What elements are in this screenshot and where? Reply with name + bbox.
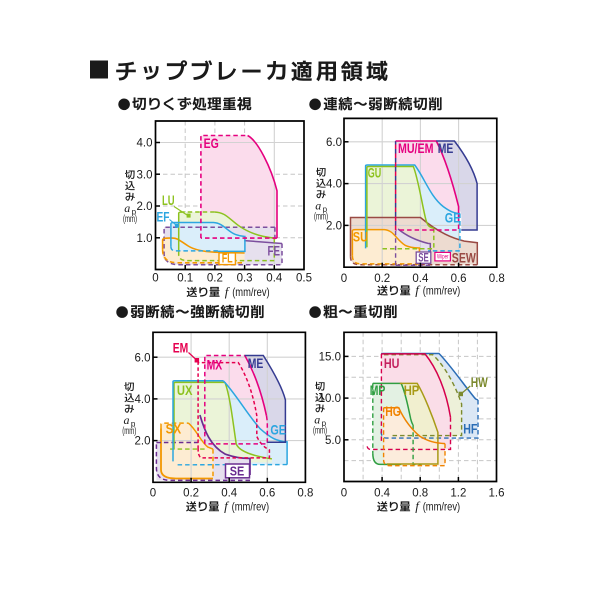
svg-text:p: p bbox=[323, 205, 328, 214]
svg-text:ME: ME bbox=[248, 355, 264, 371]
svg-text:0.8: 0.8 bbox=[297, 488, 313, 500]
svg-text:p: p bbox=[131, 419, 136, 428]
svg-text:2.0: 2.0 bbox=[137, 201, 153, 213]
svg-text:MP: MP bbox=[370, 382, 386, 398]
svg-text:FE: FE bbox=[268, 242, 281, 258]
svg-text:HW: HW bbox=[471, 374, 489, 390]
svg-text:(mm/rev): (mm/rev) bbox=[232, 285, 270, 299]
svg-text:0.6: 0.6 bbox=[259, 488, 275, 500]
svg-text:4.0: 4.0 bbox=[326, 179, 342, 191]
svg-text:SE: SE bbox=[418, 250, 429, 264]
svg-text:0: 0 bbox=[341, 273, 347, 285]
svg-text:SX: SX bbox=[166, 420, 182, 436]
svg-text:SEW: SEW bbox=[452, 249, 477, 265]
svg-text:(mm): (mm) bbox=[314, 211, 328, 222]
svg-text:f: f bbox=[224, 499, 230, 514]
svg-text:0.1: 0.1 bbox=[177, 273, 193, 285]
svg-text:0.2: 0.2 bbox=[207, 273, 223, 285]
svg-text:EF: EF bbox=[157, 210, 170, 225]
svg-text:a: a bbox=[315, 198, 321, 212]
svg-text:Wiper: Wiper bbox=[437, 254, 449, 261]
svg-text:(mm): (mm) bbox=[313, 425, 327, 436]
svg-text:GE: GE bbox=[445, 209, 461, 225]
svg-text:0.2: 0.2 bbox=[183, 488, 199, 500]
svg-text:GU: GU bbox=[368, 166, 382, 181]
svg-text:0.4: 0.4 bbox=[221, 488, 238, 500]
svg-text:LU: LU bbox=[162, 193, 175, 208]
svg-text:1.6: 1.6 bbox=[489, 488, 505, 500]
svg-text:SU: SU bbox=[353, 230, 368, 245]
svg-text:f: f bbox=[415, 499, 421, 514]
svg-text:HG: HG bbox=[385, 403, 401, 419]
svg-text:0.4: 0.4 bbox=[412, 273, 429, 285]
svg-text:f: f bbox=[415, 283, 421, 298]
svg-text:(mm): (mm) bbox=[123, 214, 137, 225]
svg-text:0.5: 0.5 bbox=[296, 273, 312, 285]
svg-text:p: p bbox=[322, 419, 327, 428]
svg-text:p: p bbox=[132, 207, 137, 216]
svg-text:a: a bbox=[124, 201, 130, 215]
svg-text:0.4: 0.4 bbox=[374, 488, 391, 500]
svg-text:EG: EG bbox=[204, 135, 219, 151]
svg-text:HP: HP bbox=[404, 382, 420, 398]
svg-text:0.2: 0.2 bbox=[374, 273, 390, 285]
svg-text:FL: FL bbox=[222, 252, 233, 266]
svg-text:0: 0 bbox=[152, 273, 158, 285]
svg-text:2.0: 2.0 bbox=[135, 436, 151, 448]
svg-text:SE: SE bbox=[230, 464, 245, 479]
svg-text:HU: HU bbox=[384, 355, 400, 371]
svg-text:0.3: 0.3 bbox=[237, 273, 253, 285]
svg-text:6.0: 6.0 bbox=[135, 352, 151, 364]
svg-text:(mm): (mm) bbox=[122, 426, 136, 437]
svg-text:UX: UX bbox=[177, 382, 193, 398]
svg-text:MU/EM: MU/EM bbox=[398, 140, 434, 156]
svg-text:(mm/rev): (mm/rev) bbox=[232, 500, 270, 514]
svg-text:0: 0 bbox=[150, 488, 156, 500]
svg-text:4.0: 4.0 bbox=[135, 394, 151, 406]
svg-text:ME: ME bbox=[438, 140, 454, 156]
svg-text:1.0: 1.0 bbox=[137, 233, 153, 245]
svg-text:HF: HF bbox=[463, 420, 478, 436]
svg-text:2.0: 2.0 bbox=[326, 221, 342, 233]
svg-text:f: f bbox=[225, 284, 231, 299]
svg-text:MX: MX bbox=[207, 356, 223, 372]
svg-text:5.0: 5.0 bbox=[325, 435, 341, 447]
svg-text:0.4: 0.4 bbox=[266, 273, 283, 285]
svg-text:15.0: 15.0 bbox=[319, 352, 341, 364]
svg-text:(mm/rev): (mm/rev) bbox=[423, 284, 461, 298]
svg-text:a: a bbox=[124, 413, 130, 427]
svg-text:3.0: 3.0 bbox=[137, 169, 153, 181]
svg-text:0.8: 0.8 bbox=[489, 273, 505, 285]
svg-text:0.6: 0.6 bbox=[451, 273, 467, 285]
svg-text:1.2: 1.2 bbox=[450, 488, 466, 500]
svg-text:4.0: 4.0 bbox=[137, 138, 153, 150]
svg-text:EM: EM bbox=[173, 341, 189, 356]
svg-text:GE: GE bbox=[270, 422, 286, 438]
svg-text:6.0: 6.0 bbox=[326, 137, 342, 149]
svg-text:(mm/rev): (mm/rev) bbox=[423, 500, 461, 514]
svg-text:0: 0 bbox=[341, 488, 347, 500]
svg-text:10.0: 10.0 bbox=[319, 393, 341, 405]
svg-text:a: a bbox=[314, 412, 320, 426]
svg-text:0.8: 0.8 bbox=[412, 488, 428, 500]
